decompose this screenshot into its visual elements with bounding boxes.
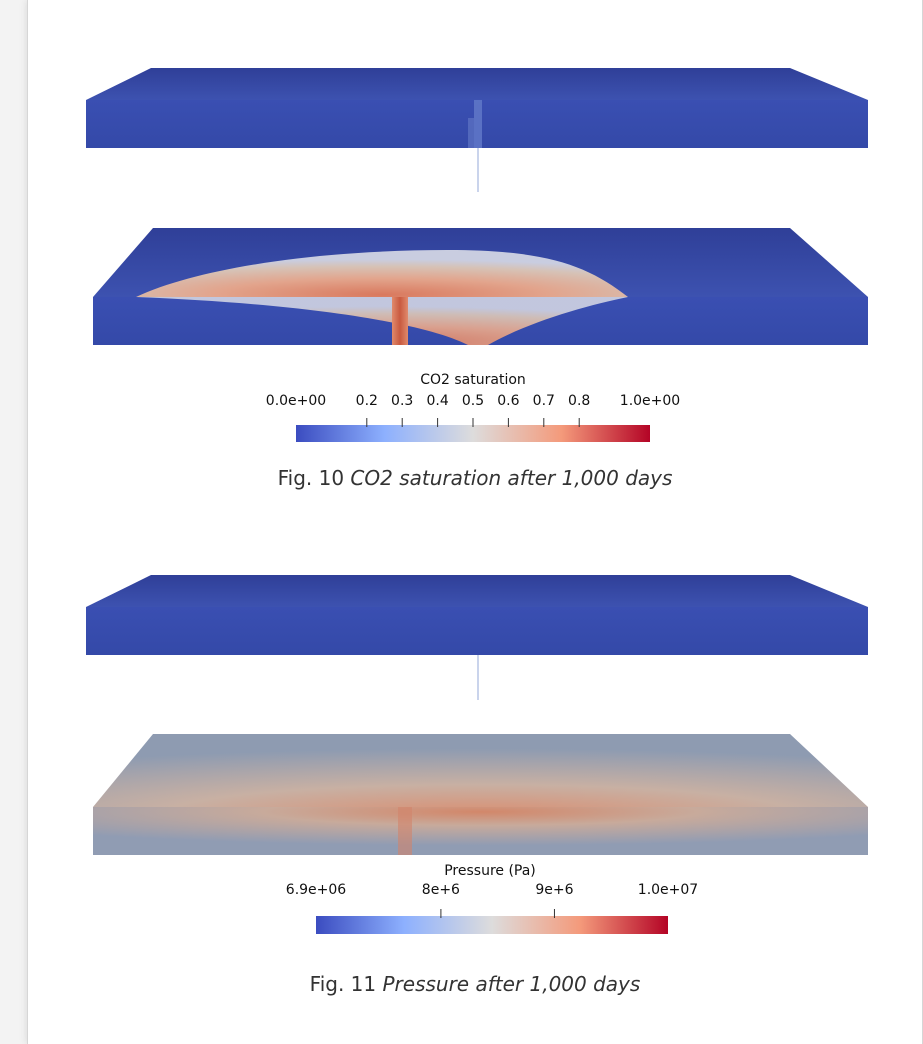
- fig11-colorbar-title: Pressure (Pa): [444, 863, 536, 879]
- paper-page: CO2 saturation 0.0e+00 0.2 0.3 0.4 0.5 0.6 0.7…: [27, 0, 923, 1044]
- figure10-colorbar-tick-label: 0.7: [532, 393, 555, 409]
- fig11-caption: Fig. 11 Pressure after 1,000 days: [28, 972, 922, 996]
- figure10-colorbar-tick-label: 0.0e+00: [265, 393, 327, 409]
- figure11-colorbar-tick-label: 8e+6: [421, 882, 460, 898]
- fig10-slab-initial: [86, 68, 868, 192]
- figure11-colorbar-tick-label: 6.9e+06: [285, 882, 347, 898]
- figure10-colorbar-tick-label: 1.0e+00: [619, 393, 681, 409]
- figure10-colorbar-tick-label: 0.6: [497, 393, 520, 409]
- figure10-colorbar-tick-label: 0.5: [461, 393, 485, 409]
- figure10-colorbar-tick-label: 0.8: [568, 393, 591, 409]
- fig10-slab-plume: [93, 228, 868, 345]
- fig11-colorbar: [316, 909, 668, 934]
- fig10-caption-text: CO2 saturation after 1,000 days: [350, 466, 673, 490]
- fig10-colorbar-gradient: [296, 425, 650, 442]
- fig11-caption-text: Pressure after 1,000 days: [382, 972, 641, 996]
- fig10-caption-label: Fig. 10: [277, 466, 345, 490]
- fig11-caption-label: Fig. 11: [309, 972, 377, 996]
- fig11-slab-top: [86, 575, 868, 700]
- figure10-colorbar-tick-label: 0.4: [426, 393, 449, 409]
- fig10-caption: Fig. 10 CO2 saturation after 1,000 days: [28, 466, 922, 490]
- fig10-colorbar: [296, 418, 650, 442]
- fig11-slab-pressure: [93, 734, 868, 855]
- figure10-colorbar-tick-label: 0.2: [355, 393, 378, 409]
- fig11-colorbar-gradient: [316, 916, 668, 934]
- figure10-colorbar-tick-label: 0.3: [391, 393, 414, 409]
- fig10-colorbar-title: CO2 saturation: [420, 372, 526, 388]
- figure-graphics: [86, 68, 868, 934]
- figure11-colorbar-tick-label: 1.0e+07: [637, 882, 699, 898]
- figure11-colorbar-tick-label: 9e+6: [535, 882, 574, 898]
